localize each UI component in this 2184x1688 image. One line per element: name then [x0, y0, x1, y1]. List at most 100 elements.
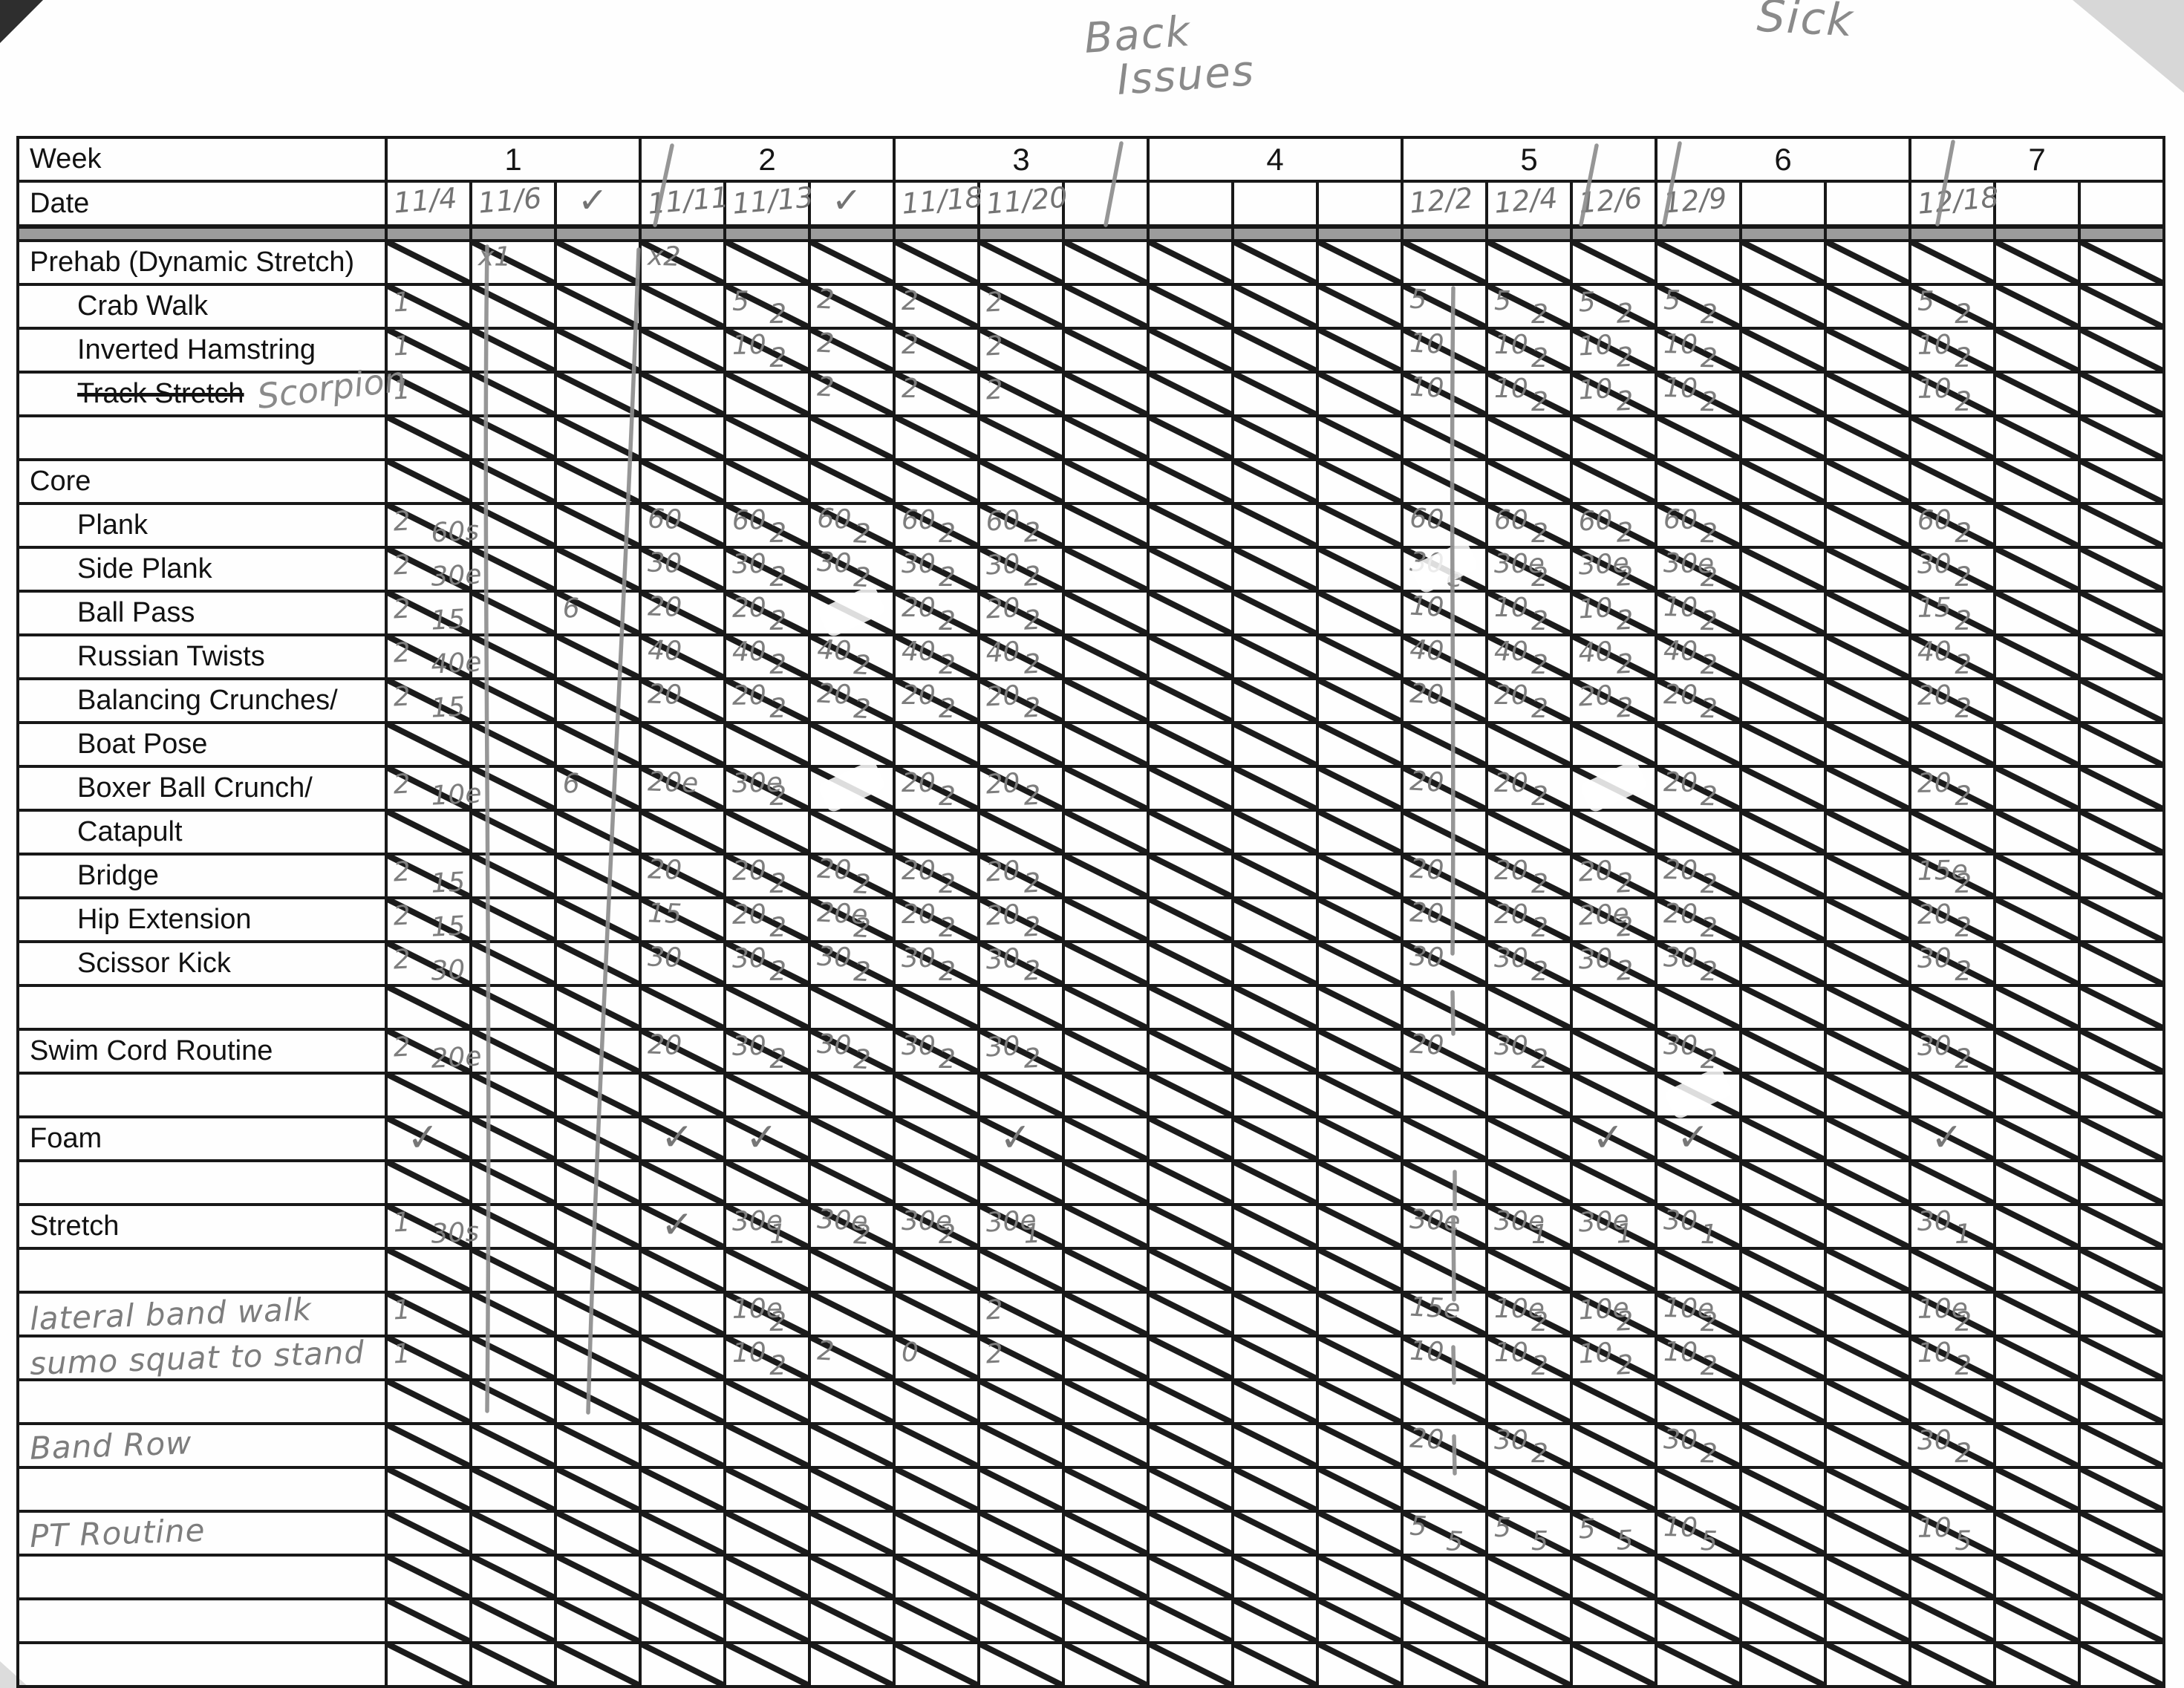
grid-cell — [2078, 1554, 2165, 1600]
exercise-row: Prehab (Dynamic Stretch) x1 x2 — [16, 239, 2165, 286]
handwritten-entry: 30e 2 — [726, 767, 809, 812]
grid-cell — [1739, 239, 1827, 286]
grid-cell — [977, 1641, 1065, 1688]
handwritten-entry: ✓ — [641, 1202, 724, 1248]
grid-cell: 20 2 — [977, 677, 1065, 724]
grid-cell — [469, 1247, 557, 1294]
entry-value: 2 — [985, 1338, 1004, 1370]
exercise-name: Prehab (Dynamic Stretch) — [30, 247, 355, 278]
grid-cell: 30 2 — [893, 546, 980, 593]
blank-row — [16, 1685, 2165, 1688]
handwritten-entry: 2 30e — [387, 547, 483, 593]
exercise-row: Ball Pass 2 15 6 20 20 2 20 2 20 2 10 10 2 10 2 10 2 15 2 — [16, 584, 2165, 639]
grid-cell: 20 2 — [1908, 677, 1996, 724]
grid-cell — [977, 1685, 1065, 1688]
grid-cell: 20 — [1401, 1422, 1488, 1469]
blank-row — [16, 1597, 2165, 1644]
entry-reps: 2 — [1023, 605, 1042, 636]
entry-value: 10e — [1494, 1294, 1545, 1324]
grid-cell: ✓ — [977, 1115, 1065, 1162]
separator-cell — [16, 225, 388, 242]
grid-cell — [385, 1072, 472, 1118]
grid-cell — [1401, 1466, 1488, 1513]
grid-cell — [2078, 1422, 2165, 1469]
grid-cell: 30 2 — [808, 1028, 896, 1075]
entry-reps: 2 — [1615, 517, 1634, 549]
grid-cell: 20 2 — [893, 677, 980, 724]
blank-row — [16, 1554, 2165, 1600]
blank-label — [16, 414, 388, 461]
exercise-row: Foam ✓ ✓ ✓ ✓ ✓ ✓ ✓ — [16, 1115, 2165, 1162]
grid-cell — [893, 414, 980, 461]
grid-cell — [1739, 1641, 1827, 1688]
handwritten-entry: 1 — [387, 284, 471, 329]
entry-reps: 1 — [1700, 1219, 1718, 1251]
grid-cell — [2078, 590, 2165, 636]
date-cell: 11/11 — [639, 180, 730, 229]
grid-cell: 30 — [639, 546, 726, 593]
grid-cell — [723, 1510, 811, 1557]
handwritten-entry: 2 — [979, 1335, 1063, 1381]
grid-cell: 10 2 — [1570, 1335, 1657, 1381]
entry-reps: 2 — [1023, 780, 1042, 812]
entry-value: 20 — [731, 680, 767, 711]
grid-cell — [1485, 414, 1573, 461]
entry-value: 5 — [1917, 286, 1935, 317]
grid-cell — [1147, 1641, 1234, 1688]
grid-cell: 30e 1 — [1570, 1203, 1657, 1250]
entry-reps: 2 — [769, 1043, 787, 1075]
grid-cell: ✓ — [385, 1115, 472, 1162]
grid-cell: 10 2 — [1908, 327, 1996, 374]
grid-cell — [469, 677, 557, 724]
grid-cell: 40 2 — [977, 633, 1065, 680]
entry-reps: 2 — [1615, 385, 1634, 417]
grid-cell — [1993, 633, 2081, 680]
grid-cell — [1231, 239, 1319, 286]
grid-cell — [639, 1335, 726, 1381]
separator-cell — [808, 225, 896, 242]
grid-cell — [1993, 239, 2081, 286]
entry-reps: 2 — [769, 912, 787, 943]
entry-value: 5 — [1577, 287, 1597, 319]
grid-cell — [1231, 1115, 1319, 1162]
grid-cell: 1 — [385, 371, 472, 417]
grid-cell — [808, 759, 896, 814]
entry-value: 30 — [731, 549, 767, 580]
entry-reps: 2 — [939, 781, 956, 812]
entry-value: 10 — [1663, 329, 1698, 360]
grid-cell — [385, 1422, 472, 1469]
handwritten-entry: 20e 2 — [810, 897, 894, 945]
separator-cell — [1908, 225, 1996, 242]
exercise-name: Side Plank — [77, 553, 212, 584]
grid-cell — [2078, 1378, 2165, 1425]
grid-cell: 30 2 — [893, 940, 980, 987]
grid-cell — [1231, 809, 1319, 856]
blank-label — [16, 984, 388, 1031]
grid-cell — [1739, 1685, 1827, 1688]
grid-cell — [1316, 1203, 1404, 1250]
handwritten-entry: 15e 2 — [1911, 855, 1994, 899]
blank-row — [16, 1641, 2165, 1688]
handwritten-entry: 2 60s — [387, 503, 480, 549]
grid-cell — [1908, 458, 1996, 505]
grid-cell — [1147, 502, 1234, 549]
grid-cell — [1739, 677, 1827, 724]
check-mark: ✓ — [405, 1115, 441, 1161]
grid-cell — [1993, 1247, 2081, 1294]
grid-cell — [1739, 1466, 1827, 1513]
grid-cell: 20 2 — [1655, 765, 1742, 812]
scan-corner-artifact — [2073, 0, 2184, 93]
grid-cell — [723, 1247, 811, 1294]
entry-value: 10 — [1577, 374, 1614, 406]
grid-cell — [808, 1422, 896, 1469]
grid-cell — [808, 1072, 896, 1118]
handwritten-entry: 20 2 — [1488, 680, 1570, 724]
entry-reps: 30e — [430, 559, 483, 593]
grid-cell — [893, 1378, 980, 1425]
entry-value: 20 — [1494, 899, 1528, 930]
grid-cell — [1147, 1554, 1234, 1600]
exercise-name: Swim Cord Routine — [30, 1035, 273, 1066]
handwritten-entry: 30 2 — [810, 547, 894, 594]
entry-reps: 2 — [1700, 694, 1718, 725]
